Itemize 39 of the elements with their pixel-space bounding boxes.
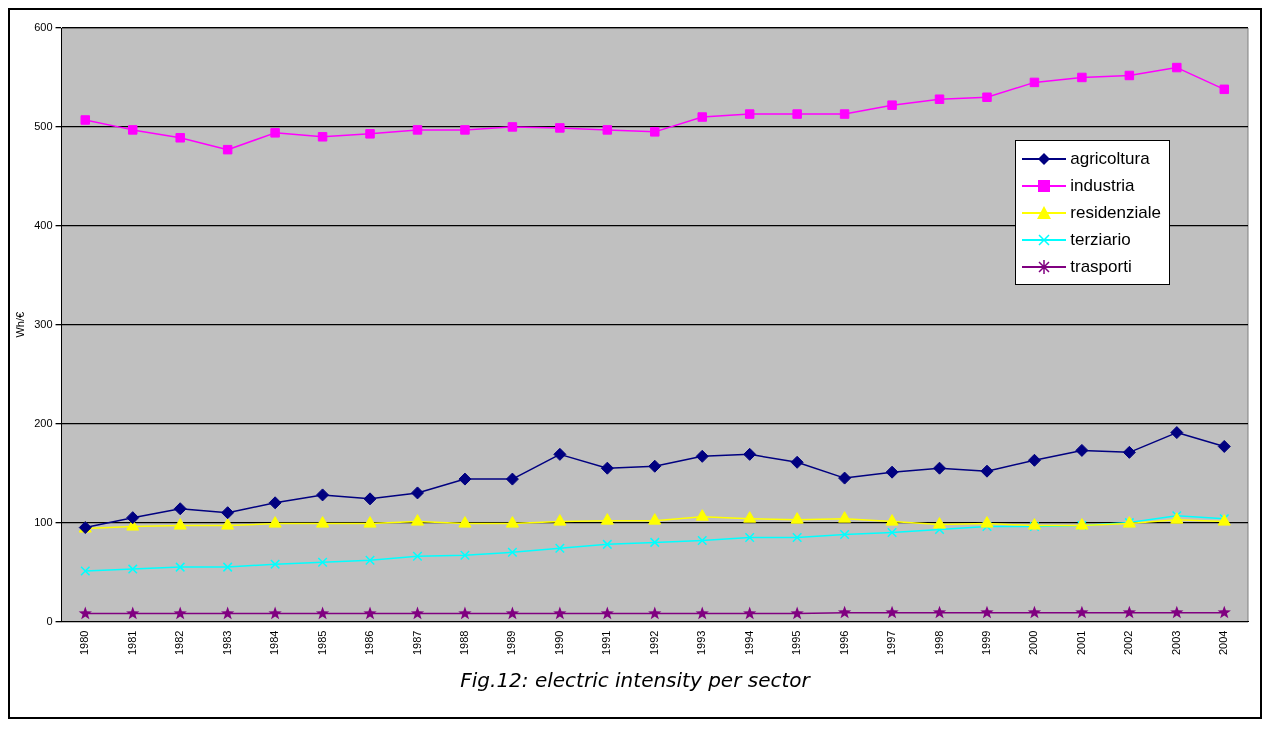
- y-tick-label: 300: [34, 317, 53, 330]
- x-tick-label: 1984: [268, 630, 281, 656]
- legend-label: residenziale: [1070, 202, 1161, 223]
- y-tick-label: 400: [34, 218, 53, 231]
- y-tick-label: 0: [46, 614, 53, 627]
- x-tick-label: 1993: [695, 630, 708, 656]
- x-tick-label: 1981: [125, 630, 138, 656]
- x-tick-label: 2004: [1217, 630, 1230, 656]
- x-tick-label: 1988: [457, 630, 470, 656]
- x-tick-label: 1991: [600, 630, 613, 656]
- x-tick-label: 1995: [790, 630, 803, 656]
- x-tick-label: 1998: [932, 630, 945, 656]
- x-tick-label: 1982: [173, 630, 186, 656]
- x-tick-label: 1989: [505, 630, 518, 656]
- x-tick-label: 2003: [1169, 630, 1182, 656]
- x-tick-label: 1986: [363, 630, 376, 656]
- legend-label: agricoltura: [1070, 148, 1150, 169]
- x-tick-label: 1999: [980, 630, 993, 656]
- x-tick-label: 2001: [1074, 630, 1087, 656]
- y-axis-title: Wh/€: [13, 311, 26, 338]
- x-tick-label: 1997: [885, 630, 898, 656]
- x-tick-label: 2002: [1122, 630, 1135, 656]
- x-tick-label: 1980: [78, 630, 91, 656]
- legend-label: terziario: [1070, 229, 1131, 250]
- x-tick-label: 1996: [837, 630, 850, 656]
- legend-label: trasporti: [1070, 256, 1132, 277]
- x-tick-label: 1983: [220, 630, 233, 656]
- x-tick-label: 1994: [742, 630, 755, 656]
- x-tick-label: 1985: [315, 630, 328, 656]
- x-tick-label: 1990: [552, 630, 565, 656]
- y-tick-label: 200: [34, 416, 53, 429]
- y-tick-label: 600: [34, 21, 53, 34]
- y-tick-label: 100: [34, 515, 53, 528]
- x-tick-label: 2000: [1027, 630, 1040, 656]
- text: Fig.12: electric intensity per sector: [459, 668, 812, 692]
- x-tick-label: 1992: [647, 630, 660, 656]
- x-tick-label: 1987: [410, 630, 423, 656]
- legend-label: industria: [1070, 175, 1135, 196]
- y-tick-label: 500: [34, 119, 53, 132]
